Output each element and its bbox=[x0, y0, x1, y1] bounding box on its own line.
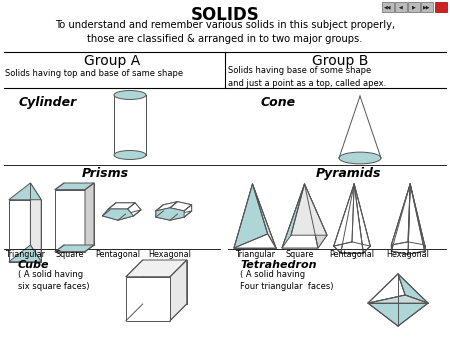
Text: Square: Square bbox=[286, 250, 314, 259]
Text: Cube: Cube bbox=[18, 260, 50, 270]
Polygon shape bbox=[282, 184, 318, 248]
Text: Hexagonal: Hexagonal bbox=[387, 250, 429, 259]
Text: To understand and remember various solids in this subject properly,
those are cl: To understand and remember various solid… bbox=[55, 20, 395, 44]
Text: Prisms: Prisms bbox=[81, 167, 129, 180]
Text: Pentagonal: Pentagonal bbox=[329, 250, 374, 259]
Text: ( A solid having
six square faces): ( A solid having six square faces) bbox=[18, 270, 90, 291]
Text: Square: Square bbox=[56, 250, 84, 259]
Polygon shape bbox=[143, 260, 187, 304]
Text: Solids having top and base of same shape: Solids having top and base of same shape bbox=[5, 69, 183, 78]
Text: Pyramids: Pyramids bbox=[315, 167, 381, 180]
Polygon shape bbox=[368, 303, 428, 326]
Text: Triangular: Triangular bbox=[5, 250, 45, 259]
Bar bbox=[395, 2, 407, 12]
Polygon shape bbox=[9, 183, 41, 200]
Ellipse shape bbox=[114, 91, 146, 99]
Polygon shape bbox=[64, 183, 94, 245]
Polygon shape bbox=[334, 184, 354, 253]
Polygon shape bbox=[103, 203, 116, 216]
Polygon shape bbox=[55, 183, 94, 190]
Polygon shape bbox=[31, 183, 41, 262]
Polygon shape bbox=[118, 210, 141, 220]
Polygon shape bbox=[163, 202, 192, 214]
Polygon shape bbox=[110, 203, 141, 214]
Polygon shape bbox=[156, 211, 177, 220]
Polygon shape bbox=[55, 245, 94, 251]
Polygon shape bbox=[128, 203, 141, 216]
Polygon shape bbox=[408, 184, 425, 254]
Polygon shape bbox=[291, 184, 327, 235]
Polygon shape bbox=[282, 184, 305, 248]
Text: ▶▶: ▶▶ bbox=[423, 4, 431, 9]
Polygon shape bbox=[9, 200, 41, 262]
Text: ( A solid having
Four triangular  faces): ( A solid having Four triangular faces) bbox=[240, 270, 333, 291]
Text: ◀: ◀ bbox=[399, 4, 403, 9]
Text: Tetrahedron: Tetrahedron bbox=[240, 260, 316, 270]
Bar bbox=[421, 2, 433, 12]
Polygon shape bbox=[392, 184, 410, 251]
Ellipse shape bbox=[339, 152, 381, 164]
Text: SOLIDS: SOLIDS bbox=[191, 6, 259, 24]
Bar bbox=[382, 2, 394, 12]
Polygon shape bbox=[234, 234, 276, 248]
Polygon shape bbox=[114, 95, 146, 155]
Bar bbox=[408, 2, 420, 12]
Polygon shape bbox=[126, 277, 170, 321]
Polygon shape bbox=[103, 209, 134, 220]
Bar bbox=[435, 2, 447, 12]
Polygon shape bbox=[392, 242, 425, 254]
Text: Pentagonal: Pentagonal bbox=[95, 250, 140, 259]
Text: Group B: Group B bbox=[312, 54, 368, 68]
Text: ▶: ▶ bbox=[412, 4, 416, 9]
Polygon shape bbox=[368, 274, 398, 326]
Polygon shape bbox=[305, 184, 327, 248]
Polygon shape bbox=[170, 260, 187, 321]
Polygon shape bbox=[368, 274, 405, 303]
Polygon shape bbox=[156, 208, 184, 220]
Polygon shape bbox=[368, 295, 428, 303]
Polygon shape bbox=[108, 203, 135, 209]
Polygon shape bbox=[234, 184, 268, 248]
Polygon shape bbox=[184, 205, 192, 217]
Text: Cylinder: Cylinder bbox=[19, 96, 77, 109]
Text: ◀◀: ◀◀ bbox=[384, 4, 392, 9]
Polygon shape bbox=[156, 202, 177, 211]
Ellipse shape bbox=[114, 150, 146, 160]
Polygon shape bbox=[9, 245, 41, 262]
Polygon shape bbox=[85, 183, 94, 251]
Polygon shape bbox=[170, 202, 192, 211]
Polygon shape bbox=[252, 184, 276, 248]
Polygon shape bbox=[341, 184, 363, 253]
Text: Triangular: Triangular bbox=[235, 250, 275, 259]
Polygon shape bbox=[282, 235, 327, 248]
Polygon shape bbox=[103, 210, 126, 220]
Polygon shape bbox=[352, 184, 370, 246]
Polygon shape bbox=[398, 274, 428, 303]
Polygon shape bbox=[410, 184, 425, 251]
Polygon shape bbox=[354, 184, 370, 253]
Polygon shape bbox=[334, 242, 370, 253]
Polygon shape bbox=[334, 184, 354, 246]
Polygon shape bbox=[398, 274, 428, 326]
Polygon shape bbox=[392, 184, 410, 254]
Polygon shape bbox=[126, 260, 187, 277]
Text: Hexagonal: Hexagonal bbox=[148, 250, 191, 259]
Polygon shape bbox=[156, 205, 163, 217]
Text: Cone: Cone bbox=[261, 96, 296, 109]
Polygon shape bbox=[392, 184, 410, 245]
Text: Group A: Group A bbox=[84, 54, 140, 68]
Polygon shape bbox=[55, 190, 85, 251]
Polygon shape bbox=[408, 184, 425, 245]
Text: Solids having base of some shape
and just a point as a top, called apex.: Solids having base of some shape and jus… bbox=[228, 66, 386, 88]
Polygon shape bbox=[170, 211, 192, 220]
Polygon shape bbox=[234, 184, 276, 248]
